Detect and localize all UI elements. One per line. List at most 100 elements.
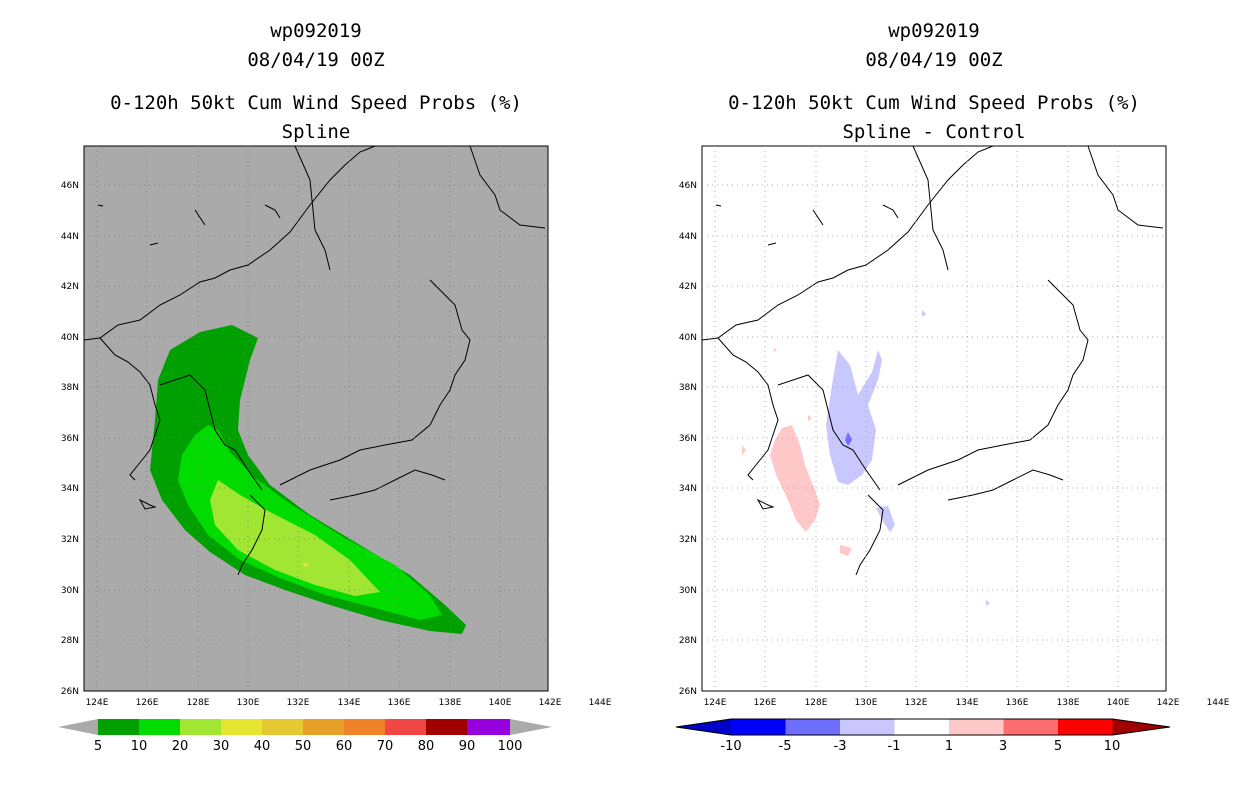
left-colorbar-swatch	[344, 719, 385, 735]
left-colorbar-high-triangle	[510, 719, 552, 735]
left-colorbar-swatch	[221, 719, 262, 735]
diff-negative-dot	[986, 600, 990, 606]
left-colorbar-label: 30	[213, 739, 230, 754]
right-lat-label: 42N	[679, 282, 697, 292]
right-title-date: 08/04/19 00Z	[865, 49, 1003, 71]
diff-negative-area	[826, 350, 882, 485]
right-colorbar-high-triangle	[1112, 719, 1170, 735]
left-colorbar-swatch	[180, 719, 221, 735]
right-colorbar-swatch	[1058, 719, 1113, 735]
right-lat-label: 34N	[679, 484, 697, 494]
right-colorbar-label: 3	[999, 739, 1007, 754]
left-gridlines	[84, 146, 548, 691]
right-lat-label: 32N	[679, 535, 697, 545]
left-lon-label: 132E	[287, 698, 310, 708]
right-colorbar-outline	[675, 718, 1171, 736]
left-colorbar-swatch	[98, 719, 139, 735]
left-coastlines	[83, 145, 546, 576]
diff-positive-dot	[742, 445, 746, 456]
right-colorbar-swatch	[840, 719, 895, 735]
left-colorbar-label: 90	[459, 739, 476, 754]
swath-20pct	[210, 480, 380, 596]
diff-positive-dot	[774, 348, 777, 352]
left-lon-label: 124E	[86, 698, 109, 708]
right-colorbar-label: -1	[888, 739, 901, 754]
left-lon-label: 136E	[388, 698, 411, 708]
left-lon-label: 142E	[539, 698, 562, 708]
left-lat-label: 46N	[61, 181, 79, 191]
right-colorbar-swatch	[731, 719, 786, 735]
right-title-product: 0-120h 50kt Cum Wind Speed Probs (%)	[728, 92, 1140, 114]
right-colorbar-label: -5	[779, 739, 792, 754]
left-colorbar-label: 10	[131, 739, 148, 754]
right-lon-label: 128E	[805, 698, 828, 708]
left-lat-label: 42N	[61, 282, 79, 292]
right-lat-label: 40N	[679, 333, 697, 343]
diff-negative-peak	[845, 432, 852, 446]
swath-10pct	[178, 425, 442, 620]
right-colorbar-label: 5	[1054, 739, 1062, 754]
left-colorbar-label: 100	[498, 739, 523, 754]
right-colorbar	[675, 718, 1171, 736]
right-colorbar-label: 10	[1104, 739, 1121, 754]
left-colorbar-swatch	[262, 719, 303, 735]
right-lon-label: 126E	[754, 698, 777, 708]
left-map: 46N 44N 42N 40N 38N 36N 34N 32N 30N 28N …	[58, 145, 612, 754]
right-lat-label: 38N	[679, 383, 697, 393]
left-lat-label: 36N	[61, 434, 79, 444]
right-title-method: Spline - Control	[842, 121, 1026, 143]
left-title-date: 08/04/19 00Z	[247, 49, 385, 71]
left-colorbar-label: 60	[336, 739, 353, 754]
left-lon-label: 126E	[136, 698, 159, 708]
right-colorbar-swatch	[1003, 719, 1058, 735]
right-lon-label: 142E	[1157, 698, 1180, 708]
right-map-frame	[701, 145, 1167, 692]
diff-negative-area-small	[876, 506, 895, 532]
right-colorbar-label: 1	[945, 739, 953, 754]
left-colorbar-swatch	[467, 719, 510, 735]
right-colorbar-label: -10	[720, 739, 741, 754]
left-map-frame	[83, 145, 549, 692]
left-lat-label: 38N	[61, 383, 79, 393]
left-lat-label: 28N	[61, 636, 79, 646]
left-lon-label: 130E	[237, 698, 260, 708]
diff-positive-dot	[808, 415, 812, 421]
right-lat-label: 30N	[679, 586, 697, 596]
right-colorbar-swatch	[949, 719, 1004, 735]
left-lat-label: 40N	[61, 333, 79, 343]
right-lon-label: 130E	[855, 698, 878, 708]
right-lon-label: 138E	[1057, 698, 1080, 708]
left-lat-label: 26N	[61, 687, 79, 697]
right-colorbar-low-triangle	[676, 719, 731, 735]
right-lat-label: 28N	[679, 636, 697, 646]
left-title-storm: wp092019	[270, 20, 362, 42]
right-title-storm: wp092019	[888, 20, 980, 42]
right-lon-label: 140E	[1107, 698, 1130, 708]
left-colorbar-label: 80	[418, 739, 435, 754]
left-title-method: Spline	[281, 121, 351, 143]
left-lat-label: 32N	[61, 535, 79, 545]
right-lat-label: 46N	[679, 181, 697, 191]
left-colorbar-swatch	[139, 719, 180, 735]
left-lon-label: 144E	[589, 698, 612, 708]
right-map-background	[702, 146, 1166, 691]
left-lon-label: 138E	[439, 698, 462, 708]
swath-5pct	[150, 325, 466, 634]
left-colorbar-label: 50	[295, 739, 312, 754]
left-lon-label: 128E	[187, 698, 210, 708]
left-colorbar-swatch	[303, 719, 344, 735]
left-colorbar-swatch	[385, 719, 426, 735]
right-colorbar-swatch	[785, 719, 840, 735]
right-coastlines	[701, 145, 1164, 576]
right-colorbar-swatch	[894, 719, 949, 735]
diff-negative-dot	[922, 310, 926, 317]
right-gridlines	[702, 146, 1166, 691]
left-lat-label: 30N	[61, 586, 79, 596]
right-lat-label: 36N	[679, 434, 697, 444]
left-colorbar-label: 5	[94, 739, 102, 754]
right-lon-label: 144E	[1207, 698, 1230, 708]
right-lon-label: 136E	[1006, 698, 1029, 708]
diff-positive-area	[770, 425, 820, 532]
right-difference-field	[742, 310, 990, 606]
left-lon-label: 140E	[489, 698, 512, 708]
